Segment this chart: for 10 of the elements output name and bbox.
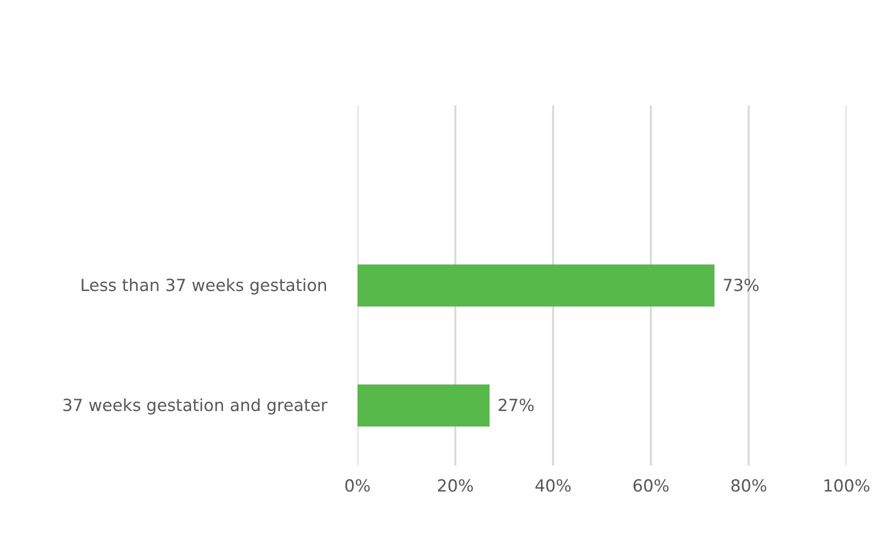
x-tick-label: 0% — [344, 476, 371, 496]
x-tick-label: 20% — [436, 476, 474, 496]
x-tick-label: 100% — [822, 476, 870, 496]
x-tick-label: 80% — [730, 476, 768, 496]
x-tick-label: 60% — [632, 476, 670, 496]
data-label: 73% — [722, 276, 760, 295]
x-tick-label: 40% — [534, 476, 572, 496]
y-tick-label: 37 weeks gestation and greater — [62, 396, 328, 415]
y-tick-label: Less than 37 weeks gestation — [80, 276, 328, 295]
data-label: 27% — [498, 396, 535, 415]
